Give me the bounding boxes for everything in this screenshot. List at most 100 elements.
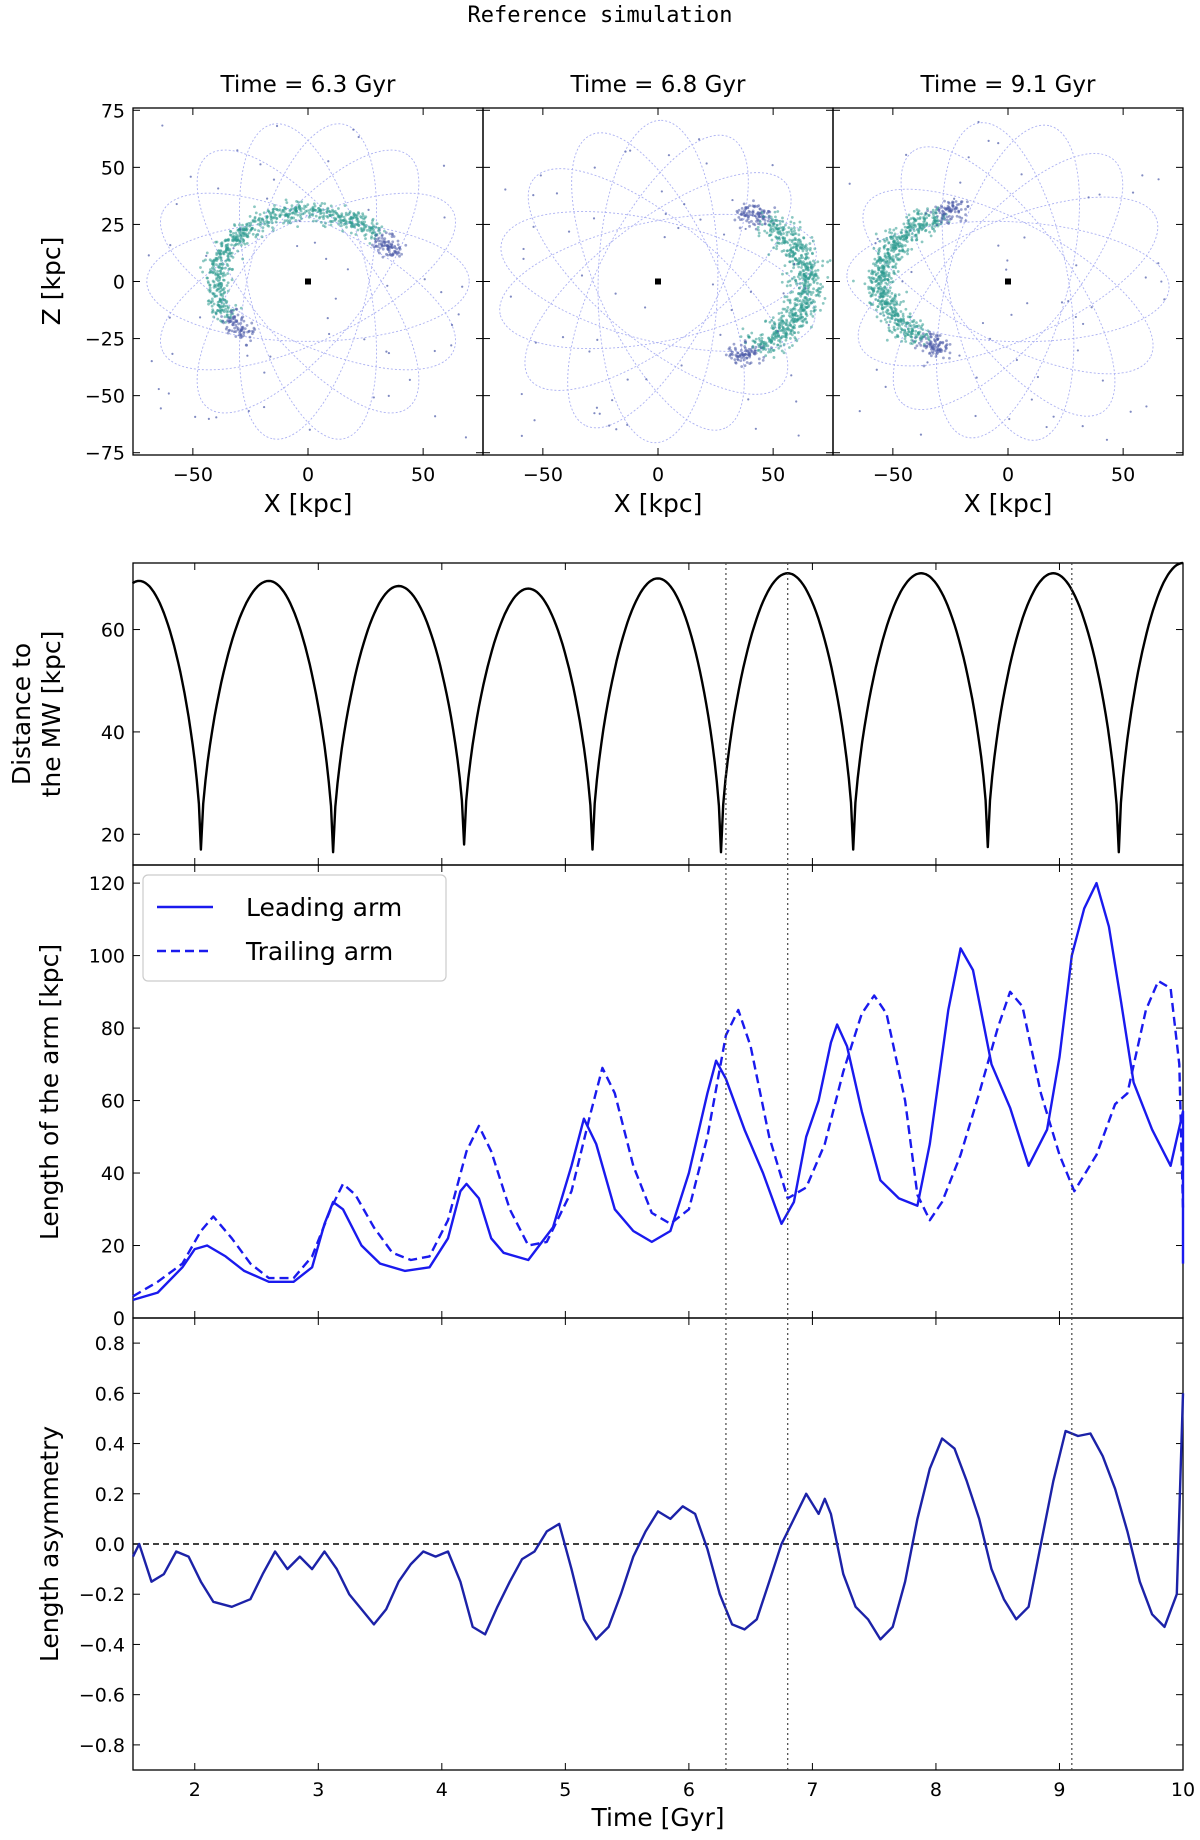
stream-particle (915, 208, 919, 212)
stray-particle (953, 197, 956, 200)
stream-particle (302, 207, 306, 210)
stream-particle (318, 215, 322, 219)
stream-particle (812, 274, 816, 278)
stream-particle (900, 328, 904, 332)
stream-particle (762, 215, 765, 218)
stream-particle (744, 352, 747, 356)
stream-particle (874, 298, 878, 301)
stream-particle (249, 339, 253, 343)
stray-particle (1101, 379, 1104, 382)
stray-particle (1157, 178, 1160, 181)
stream-particle (285, 201, 289, 205)
stream-particle (896, 257, 900, 260)
stray-particle (1074, 315, 1077, 319)
stream-particle (319, 211, 323, 215)
stream-particle (922, 364, 926, 368)
stream-particle (909, 335, 913, 339)
stream-particle (776, 230, 780, 234)
stream-particle (768, 210, 772, 214)
stray-particle (325, 257, 328, 260)
stream-particle (780, 311, 784, 315)
x-tick-label: 0 (302, 464, 314, 486)
stream-particle (876, 282, 880, 286)
stream-particle (886, 263, 889, 267)
stream-particle (215, 263, 218, 267)
stream-particle (811, 239, 815, 243)
stream-particle (899, 237, 903, 241)
stream-particle (232, 308, 236, 312)
stream-particle (882, 245, 886, 248)
stream-particle (797, 228, 801, 232)
orbit-loop (146, 221, 470, 342)
stream-particle (771, 218, 774, 221)
stream-particle (879, 290, 883, 294)
stream-particle (336, 215, 340, 219)
xz-panel-2: −50 0 50 Time = 6.8 Gyr X [kpc] (482, 72, 834, 518)
stream-particle (867, 275, 871, 279)
stream-particle (772, 222, 776, 226)
stream-particle (221, 305, 224, 309)
stray-particle (534, 341, 537, 344)
stream-particle (363, 216, 367, 220)
stream-particle (879, 319, 883, 323)
stream-particle (353, 216, 356, 219)
stream-particle (378, 231, 382, 235)
stream-particle (887, 275, 891, 279)
stream-particle (934, 355, 938, 358)
stream-particle (882, 238, 886, 241)
panel-title: Time = 6.3 Gyr (220, 72, 397, 98)
y-axis-label-line: the MW [kpc] (37, 631, 66, 798)
stream-particle (948, 351, 952, 355)
orbit-loop (597, 119, 719, 444)
stream-particle (906, 327, 910, 331)
stream-particle (881, 307, 884, 311)
stream-particle (788, 321, 792, 325)
stray-particle (259, 163, 262, 166)
stream-particle (883, 302, 887, 306)
stream-particle (791, 255, 795, 259)
stream-particle (901, 314, 905, 318)
stream-particle (801, 315, 804, 319)
stream-particle (356, 218, 360, 221)
stream-particle (288, 221, 292, 225)
stream-particle (772, 246, 776, 250)
stray-particle (874, 242, 877, 245)
stream-particle (793, 229, 796, 233)
stream-particle (904, 307, 908, 311)
orbit-loop (527, 168, 789, 395)
stream-particle (775, 336, 779, 340)
stream-particle (884, 229, 888, 233)
stream-particle (219, 281, 223, 285)
stream-particle (219, 269, 223, 273)
stream-particle (360, 229, 364, 233)
stream-particle (785, 310, 788, 314)
stream-particle (736, 357, 740, 361)
stream-particle (751, 339, 755, 343)
stream-particle (808, 261, 812, 265)
stream-particle (220, 267, 224, 270)
stream-particle (793, 313, 797, 316)
stream-particle (909, 332, 913, 335)
stream-particle (880, 303, 884, 307)
stream-particle (869, 294, 873, 298)
stream-particle (214, 273, 218, 277)
stream-particle (750, 331, 754, 335)
stream-particle (900, 255, 904, 259)
stream-particle (356, 228, 360, 232)
stream-particle (769, 340, 773, 344)
stream-particle (799, 310, 802, 314)
stray-particle (887, 323, 890, 327)
stray-particle (643, 306, 647, 309)
stream-particle (750, 219, 753, 223)
stream-particle (885, 320, 889, 324)
stream-particle (910, 236, 914, 239)
stream-particle (207, 302, 210, 306)
stream-particle (748, 224, 751, 228)
stream-particle (787, 314, 791, 318)
stray-particle (520, 434, 523, 437)
stream-particle (879, 294, 883, 298)
stream-particle (890, 330, 894, 334)
stream-particle (889, 306, 893, 310)
stream-particle (296, 213, 300, 217)
orbit-loop (160, 192, 456, 371)
